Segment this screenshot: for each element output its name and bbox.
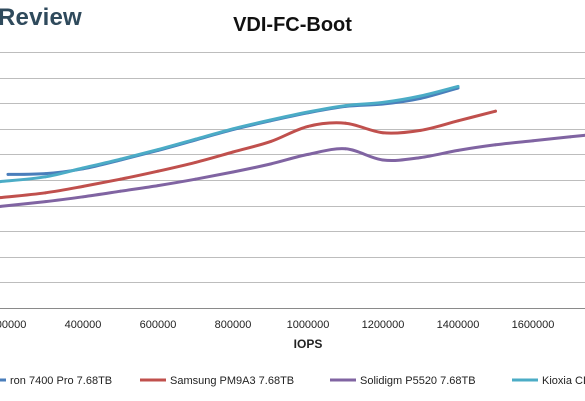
data-point [156, 169, 160, 173]
series-line-samsung-pm9a3-7-68tb [0, 109, 497, 200]
data-point [344, 147, 347, 151]
data-point [81, 166, 85, 170]
legend-label: Kioxia CD [542, 375, 585, 387]
data-point [381, 131, 385, 135]
chart-title: VDI-FC-Boot [233, 14, 352, 36]
data-point [569, 135, 572, 139]
data-point [494, 143, 497, 147]
grid-lines [0, 52, 585, 309]
x-tick-label: 200000 [0, 319, 26, 331]
x-tick-label: 400000 [65, 319, 102, 331]
series-samsung-pm9a3-7-68tb [0, 109, 497, 200]
x-tick-label: 1600000 [512, 319, 555, 331]
legend-item-micron-7400-pro-7-68tb: ron 7400 Pro 7.68TB [0, 375, 112, 387]
data-point [306, 125, 310, 128]
legend-label: Solidigm P5520 7.68TB [360, 375, 476, 387]
x-tick-label: 1200000 [362, 319, 405, 331]
data-point [6, 173, 10, 176]
data-point [0, 196, 2, 199]
legend-label: Samsung PM9A3 7.68TB [170, 375, 294, 387]
data-point [119, 189, 122, 193]
data-point [419, 156, 422, 160]
data-point [531, 139, 535, 143]
data-point [81, 195, 85, 199]
data-point [306, 153, 310, 156]
x-tick-label: 800000 [215, 319, 252, 331]
data-point [119, 157, 122, 161]
data-point [456, 119, 460, 123]
legend-label: ron 7400 Pro 7.68TB [10, 375, 112, 387]
series-solidigm-p5520-7-68tb [0, 133, 585, 208]
data-point [194, 177, 197, 181]
data-point [381, 158, 385, 162]
data-point [306, 110, 310, 114]
data-point [231, 170, 235, 174]
legend-item-samsung-pm9a3-7-68tb: Samsung PM9A3 7.68TB [140, 375, 294, 387]
x-tick-labels: 200000 400000 600000 800000 1000000 1200000 14… [0, 319, 555, 331]
legend: ron 7400 Pro 7.68TB Samsung PM9A3 7.68TB S… [0, 375, 585, 387]
data-point [0, 180, 2, 183]
data-point [156, 148, 160, 152]
data-point [0, 205, 2, 208]
data-point [81, 185, 85, 188]
brand-logo-text: Review [0, 4, 82, 31]
series-layer [0, 84, 585, 208]
data-point [44, 175, 47, 179]
data-point [119, 177, 122, 181]
x-tick-label: 600000 [140, 319, 177, 331]
x-axis-label: IOPS [294, 337, 323, 351]
data-point [231, 127, 235, 131]
data-point [419, 129, 422, 132]
data-point [156, 184, 160, 188]
data-point [381, 101, 385, 104]
data-point [419, 94, 422, 98]
legend-item-kioxia-cd6-7-68tb: Kioxia CD [512, 375, 585, 387]
data-point [194, 161, 197, 164]
legend-item-solidigm-p5520-7-68tb: Solidigm P5520 7.68TB [330, 375, 476, 387]
data-point [494, 109, 497, 113]
x-tick-label: 1400000 [437, 319, 480, 331]
data-point [44, 200, 47, 204]
series-line-solidigm-p5520-7-68tb [0, 133, 585, 208]
data-point [269, 140, 272, 144]
data-point [194, 137, 197, 141]
data-point [419, 97, 422, 100]
data-point [456, 149, 460, 152]
data-point [269, 162, 272, 166]
data-point [231, 150, 235, 154]
series-kioxia-cd6-7-68tb [0, 84, 460, 184]
data-point [44, 172, 47, 176]
data-point [344, 104, 347, 107]
data-point [44, 191, 47, 195]
data-point [269, 118, 272, 122]
x-tick-label: 1000000 [287, 319, 330, 331]
data-point [344, 121, 347, 125]
data-point [456, 85, 460, 88]
